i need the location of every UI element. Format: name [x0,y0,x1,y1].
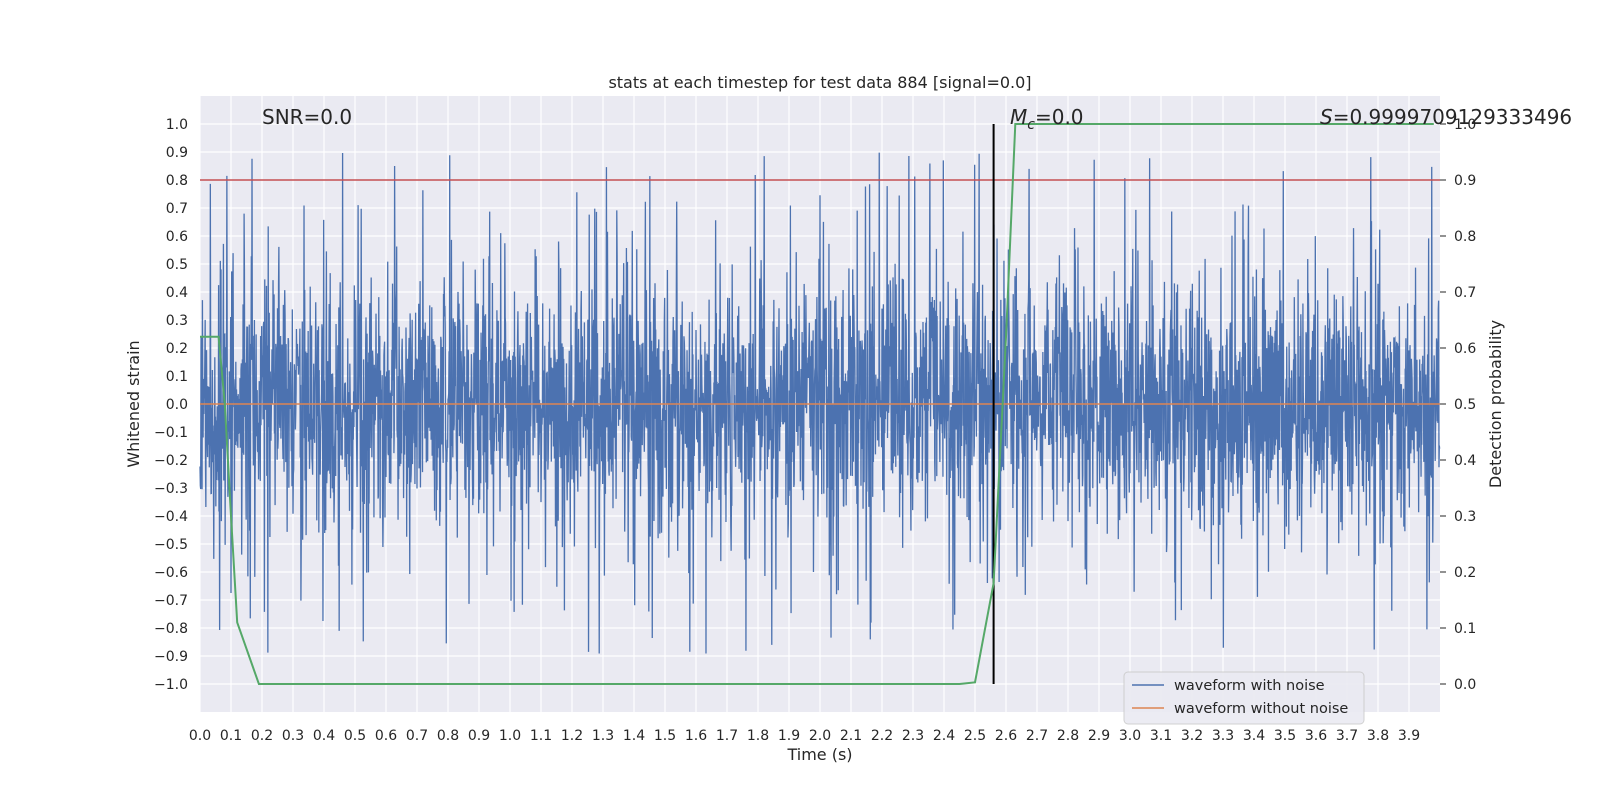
legend: waveform with noise waveform without noi… [1123,671,1365,725]
x-tick-label: 3.5 [1274,728,1296,744]
series-detection-probability [200,123,1434,685]
y-tick-label: −0.4 [154,509,188,525]
y-tick-label: 0.0 [166,397,188,413]
x-tick-label: 0.5 [344,728,366,744]
snr-annotation: SNR=0.0 [262,105,352,129]
x-tick-label: 3.7 [1336,728,1358,744]
x-tick-labels: 0.0 0.1 0.2 0.3 0.4 0.5 0.6 0.7 0.8 0.9 1.0 1.1 1.2 1… [189,728,1420,744]
y-tick-label: −0.3 [154,481,188,497]
x-tick-label: 2.2 [871,728,893,744]
y-tick-label: −1.0 [154,677,188,693]
x-tick-label: 3.2 [1181,728,1203,744]
x-tick-label: 0.0 [189,728,211,744]
noise-trace [199,152,1441,654]
y-tick-label: 0.5 [166,257,188,273]
x-tick-label: 2.6 [995,728,1017,744]
x-tick-label: 2.8 [1057,728,1079,744]
x-tick-label: 3.8 [1367,728,1389,744]
y-tick-label: −0.1 [154,425,188,441]
x-tick-label: 0.1 [220,728,242,744]
x-tick-label: 2.9 [1088,728,1110,744]
y-tick-label: 0.6 [166,229,188,245]
y2-tick-label: 1.0 [1454,117,1476,133]
x-tick-label: 3.4 [1243,728,1265,744]
x-tick-label: 1.0 [499,728,521,744]
y2-tick-label: 0.1 [1454,621,1476,637]
y-tick-label: 0.4 [166,285,188,301]
x-tick-label: 1.6 [685,728,707,744]
x-tick-label: 2.0 [809,728,831,744]
x-tick-label: 1.2 [561,728,583,744]
x-tick-label: 1.8 [747,728,769,744]
s-annotation: S=0.9999709129333496 [1320,105,1572,129]
y2-axis-label: Detection probability [1486,320,1505,488]
y2-tick-label: 0.2 [1454,565,1476,581]
x-tick-label: 0.2 [251,728,273,744]
legend-label-clean: waveform without noise [1174,701,1348,717]
x-tick-label: 0.3 [282,728,304,744]
series-waveform-with-noise [199,152,1441,654]
y-tick-label: 0.1 [166,369,188,385]
y2-tick-label: 0.3 [1454,509,1476,525]
x-tick-label: 3.3 [1212,728,1234,744]
x-tick-label: 1.1 [530,728,552,744]
y-tick-label: −0.2 [154,453,188,469]
x-tick-label: 0.7 [406,728,428,744]
x-tick-label: 2.1 [840,728,862,744]
x-axis-label: Time (s) [786,745,852,764]
y-tick-label: −0.6 [154,565,188,581]
x-tick-label: 0.6 [375,728,397,744]
y2-tick-labels: 0.0 0.1 0.2 0.3 0.4 0.5 0.6 0.7 0.8 0.9 1.0 [1440,117,1476,693]
y2-tick-label: 0.8 [1454,229,1476,245]
x-tick-label: 2.3 [902,728,924,744]
x-tick-label: 0.8 [437,728,459,744]
x-tick-label: 3.6 [1305,728,1327,744]
x-tick-label: 3.1 [1150,728,1172,744]
y-tick-label: 1.0 [166,117,188,133]
x-tick-label: 1.9 [778,728,800,744]
y2-tick-label: 0.4 [1454,453,1476,469]
y-tick-labels: −1.0 −0.9 −0.8 −0.7 −0.6 −0.5 −0.4 −0.3 −0.2 −0.1… [154,117,188,693]
y2-tick-label: 0.5 [1454,397,1476,413]
y-tick-label: 0.7 [166,201,188,217]
mc-subscript: c [1027,117,1035,133]
y-tick-label: −0.7 [154,593,188,609]
x-tick-label: 3.9 [1398,728,1420,744]
x-tick-label: 2.7 [1026,728,1048,744]
y-tick-label: 0.2 [166,341,188,357]
y2-tick-label: 0.9 [1454,173,1476,189]
mc-symbol: M [1010,105,1027,129]
legend-label-noise: waveform with noise [1174,678,1325,694]
legend-box [1123,671,1365,725]
x-tick-label: 0.9 [468,728,490,744]
x-tick-label: 2.5 [964,728,986,744]
y-tick-label: −0.5 [154,537,188,553]
y-tick-label: 0.3 [166,313,188,329]
s-symbol: S [1320,105,1333,129]
x-tick-label: 2.4 [933,728,955,744]
mc-annotation: Mc=0.0 [1010,105,1084,133]
y2-tick-label: 0.0 [1454,677,1476,693]
s-value: =0.9999709129333496 [1333,105,1572,129]
mc-value: =0.0 [1035,105,1084,129]
x-tick-label: 1.5 [654,728,676,744]
y-tick-label: −0.9 [154,649,188,665]
y-tick-label: 0.9 [166,145,188,161]
x-tick-label: 0.4 [313,728,335,744]
x-tick-label: 1.3 [592,728,614,744]
chart-title: stats at each timestep for test data 884… [608,73,1031,92]
x-tick-label: 3.0 [1119,728,1141,744]
y-axis-label: Whitened strain [124,340,143,467]
x-tick-label: 1.4 [623,728,645,744]
y2-tick-label: 0.7 [1454,285,1476,301]
x-tick-label: 1.7 [716,728,738,744]
y-tick-label: −0.8 [154,621,188,637]
y2-tick-label: 0.6 [1454,341,1476,357]
y-tick-label: 0.8 [166,173,188,189]
